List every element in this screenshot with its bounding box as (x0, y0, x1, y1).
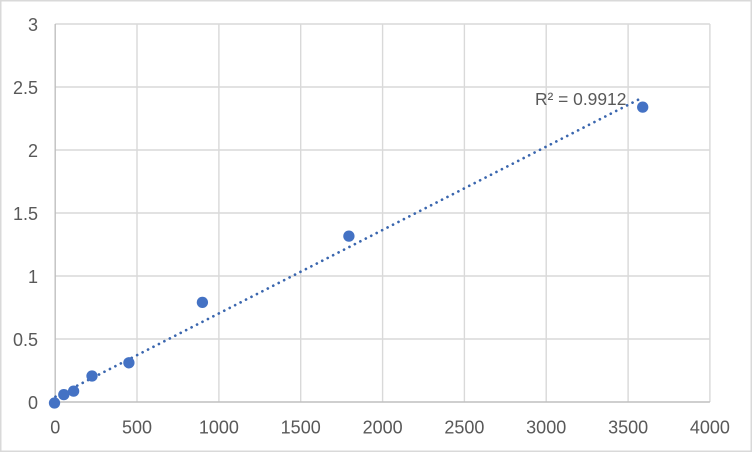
svg-text:1500: 1500 (281, 418, 321, 438)
svg-text:1: 1 (28, 267, 38, 287)
svg-text:0: 0 (28, 393, 38, 413)
svg-text:3500: 3500 (608, 418, 648, 438)
svg-text:2: 2 (28, 141, 38, 161)
svg-text:3: 3 (28, 15, 38, 35)
svg-text:3000: 3000 (526, 418, 566, 438)
svg-text:0: 0 (50, 418, 60, 438)
svg-text:R² = 0.9912: R² = 0.9912 (535, 89, 626, 109)
svg-text:2.5: 2.5 (13, 78, 38, 98)
svg-text:2000: 2000 (363, 418, 403, 438)
svg-text:2500: 2500 (444, 418, 484, 438)
svg-text:0.5: 0.5 (13, 330, 38, 350)
svg-text:4000: 4000 (690, 418, 730, 438)
svg-text:1.5: 1.5 (13, 204, 38, 224)
svg-text:500: 500 (122, 418, 152, 438)
svg-text:1000: 1000 (199, 418, 239, 438)
